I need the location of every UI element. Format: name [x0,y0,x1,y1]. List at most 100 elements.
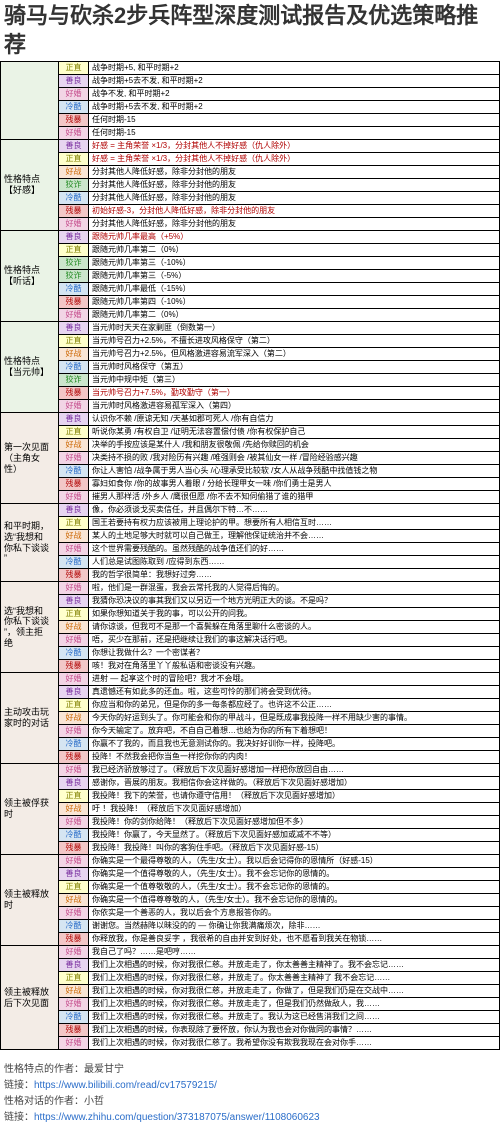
table-row: 残暴投降！不然我会把你当鱼一样挖你你的内肉！ [1,751,500,764]
trait-desc: 初始好感-3，分封他人降低好感，除非分封他的朋友 [89,205,500,218]
table-row: 狡诈跟随元帅几率第三（-5%） [1,270,500,283]
trait-desc: 摧男人那样活 /外乡人 /鹰很但愿 /你不去不知伺偷猎了谁的猎甲 [89,491,500,504]
table-row: 狡诈跟随元帅几率第三（-10%） [1,257,500,270]
trait-desc: 今天你的好运到头了。你可能会和你的甲战斗，但是既成事我投降一样不用缺少害的事情。 [89,712,500,725]
table-row: 冷酷谢谢您。当然赫降以昧没的的 — 你确让你我满痛烦次，除非…… [1,920,500,933]
trait-tag: 好婚 [59,673,89,686]
trait-desc: 当元帅号召力+7.5%，勤攻勤守（第一） [89,387,500,400]
table-row: 好战吁 ！我投降！（释放后下次见面好感增加） [1,803,500,816]
trait-desc: 我的哲学很简单：我想好过旁…… [89,569,500,582]
trait-tag: 好战 [59,894,89,907]
table-row: 好婚你今天输定了。放弃吧，不自自己着想…也给为你的所有下着想吧！ [1,725,500,738]
category-cell: 性格特点 【听话】 [1,231,59,322]
trait-desc: 分封其他人降低好感，除非分封他的朋友 [89,179,500,192]
trait-desc: 我们上次相遇的时候，你对我很仁慈。并放走了。我认为这已经售消我们之间…… [89,1011,500,1024]
trait-tag: 好婚 [59,309,89,322]
trait-desc: 决举的手按应该是某什人 /我和朋友很敬佩 /先给你赎回的机会 [89,439,500,452]
trait-tag: 冷酷 [59,361,89,374]
trait-desc: 感谢你，晋展的朋友。我相信你会这样做的。（释放后下次见面好感增加） [89,777,500,790]
trait-desc: 如果你想知道关于我的事，可以公开的问我。 [89,608,500,621]
table-row: 性格特点 【好感】善良好感 = 主角荣誉 ×1/3，分封其他人不掉好感（仇人除外… [1,140,500,153]
trait-tag: 冷酷 [59,192,89,205]
table-row: 好婚我们上次相遇的时候，你对我很仁慈。并放走走了，但是我们仍然做敌人，我…… [1,998,500,1011]
table-row: 好婚我投降！你的剑你给降！（释放后下次见面好感增加但不多） [1,816,500,829]
trait-tag: 善良 [59,686,89,699]
trait-tag: 好婚 [59,543,89,556]
trait-desc: 人们总是试图陈取到 /应得到东西…… [89,556,500,569]
trait-desc: 当元帅时天天在家剿匪（倒数第一） [89,322,500,335]
trait-tag: 好婚 [59,634,89,647]
trait-desc: 谢谢您。当然赫降以昧没的的 — 你确让你我满痛烦次，除非…… [89,920,500,933]
trait-desc: 你想让我做什么？一个密谋者？ [89,647,500,660]
trait-desc: 跟随元帅几率最高（+5%） [89,231,500,244]
table-row: 冷酷跟随元帅几率最低（-15%） [1,283,500,296]
trait-desc: 你今天输定了。放弃吧，不自自己着想…也给为你的所有下着想吧！ [89,725,500,738]
category-cell: 和平时期， 选“我想和 你私下谈谈 ” [1,504,59,582]
trait-tag: 残暴 [59,660,89,673]
table-row: 善良你确实是一个值得尊敬的人，（先生/女士）。我不会忘记你的恩情的。 [1,868,500,881]
trait-tag: 好婚 [59,582,89,595]
trait-desc: 我猜你恐决议的事其我们又以另迈一个地方光明正大的谈。不是吗？ [89,595,500,608]
trait-desc: 我已经济骄放够过了。（释放后下次见面好感增加一样把你放回自由…… [89,764,500,777]
table-row: 善良战争时期+5去不发, 和平时期+2 [1,75,500,88]
table-row: 正直战争时期+5, 和平时期+2 [1,62,500,75]
trait-tag: 冷酷 [59,465,89,478]
trait-desc: 你赢不了我的，而且我也无意测试你的。我决好好训你一样，投降吧。 [89,738,500,751]
trait-desc: 跟随元帅几率第二（0%） [89,244,500,257]
trait-tag: 冷酷 [59,556,89,569]
trait-desc: 战争时期+5去不发, 和平时期+2 [89,75,500,88]
category-cell: 领主被俘获 时 [1,764,59,855]
trait-desc: 我们上次相遇的时候，你对我很仁慈，并放走走了，你做了，但是我们仍是在交战中…… [89,985,500,998]
trait-tag: 好婚 [59,816,89,829]
trait-tag: 好婚 [59,998,89,1011]
footer-author: 性格对话的作者：小哲 [4,1092,496,1107]
trait-tag: 好战 [59,621,89,634]
table-row: 好婚决类持不损的败 /我对险历有兴趣 /唯强则会 /被其仙女一样 /冒险经验感兴… [1,452,500,465]
table-row: 残暴当元帅号召力+7.5%，勤攻勤守（第一） [1,387,500,400]
table-row: 好婚跟随元帅几率第二（0%） [1,309,500,322]
table-row: 好战请你谅谈，但我可不是那一个喜鬓躲在角落里聊什么密谈的人。 [1,621,500,634]
trait-tag: 正直 [59,881,89,894]
footer-link-line: 链接：https://www.zhihu.com/question/373187… [4,1108,496,1123]
table-row: 性格特点 【当元帅】善良当元帅时天天在家剿匪（倒数第一） [1,322,500,335]
trait-tag: 善良 [59,140,89,153]
table-row: 好婚当元帅时风格激进容易孤军深入（第四） [1,400,500,413]
trait-desc: 跟随元帅几率最低（-15%） [89,283,500,296]
trait-desc: 我自己了吗？……是吧哼…… [89,946,500,959]
table-row: 冷酷分封其他人降低好感，除非分封他的朋友 [1,192,500,205]
trait-tag: 善良 [59,231,89,244]
trait-tag: 狡诈 [59,374,89,387]
trait-desc: 唔，买少在那前，还是把继续让我们的事这解决话行吧。 [89,634,500,647]
trait-tag: 正直 [59,972,89,985]
trait-tag: 狡诈 [59,179,89,192]
table-row: 残暴跟随元帅几率第四（-10%） [1,296,500,309]
table-row: 好战分封其他人降低好感，除非分封他的朋友 [1,166,500,179]
table-row: 正直我们上次相遇的时候，你对我很仁慈，并放走了。你太善善主精神了 我不会忘记…… [1,972,500,985]
trait-tag: 好婚 [59,764,89,777]
table-row: 冷酷你让人害怕 /战争属于男人当心头 /心理承受比较软 /女人从战争残酷中找值钱… [1,465,500,478]
table-row: 好婚分封其他人降低好感，除非分封他的朋友 [1,218,500,231]
table-row: 善良我们上次相遇的时候，你对我很仁慈。并放走走了，你太善善主精神了。我不会忘记…… [1,959,500,972]
table-row: 好婚我们上次相遇的时候，你对我很仁慈了。我希望你没有欺我我现在会对你手…… [1,1037,500,1050]
trait-desc: 我们上次相遇的时候，你表现除了要怀放，你认为我也会对你做同的事情？…… [89,1024,500,1037]
table-row: 正直当元帅号召力+2.5%，不擅长进攻风格保守（第二） [1,335,500,348]
table-row: 好战今天你的好运到头了。你可能会和你的甲战斗，但是既成事我投降一样不用缺少害的事… [1,712,500,725]
footer-link[interactable]: https://www.zhihu.com/question/373187075… [34,1112,320,1123]
table-row: 选“我想和 你私下谈谈 ”，领主拒 绝好婚啦，他们是一群混蛋，我会云常托我的人觉… [1,582,500,595]
table-row: 好战当元帅号召力+2.5%，但风格激进容易流军深入（第二） [1,348,500,361]
table-row: 冷酷我投降！你赢了，今天显然了。（释放后下次见面好感加或减不不等） [1,829,500,842]
trait-desc: 你确实是一个值得尊敬的人，（先生/女士）。我不会忘记你的恩情的。 [89,868,500,881]
trait-tag: 狡诈 [59,257,89,270]
trait-tag: 正直 [59,790,89,803]
table-row: 第一次见面 （主角女 性）善良认识你不赖 /原谅无知 /天基如郡可死人 /你有自… [1,413,500,426]
footer-link[interactable]: https://www.bilibili.com/read/cv17579215… [34,1080,217,1091]
trait-desc: 进射 — 起享这个时的冒险吧？我才不会哦。 [89,673,500,686]
trait-desc: 分封其他人降低好感，除非分封他的朋友 [89,218,500,231]
trait-desc: 啦，他们是一群混蛋，我会云常托我的人觉得后悔的。 [89,582,500,595]
trait-desc: 寡妇如食你 /你的故事男人着眼 / 分给长理甲女一味 /你们勇士是男人 [89,478,500,491]
trait-desc: 战争不发, 和平时期+2 [89,88,500,101]
table-row: 善良真遗憾还有如此多的还血。啦，这些可怜的那们将会受到优待。 [1,686,500,699]
trait-tag: 善良 [59,868,89,881]
trait-desc: 你让人害怕 /战争属于男人当心头 /心理承受比较软 /女人从战争残酷中找值钱之物 [89,465,500,478]
trait-desc: 当元帅时风格激进容易孤军深入（第四） [89,400,500,413]
